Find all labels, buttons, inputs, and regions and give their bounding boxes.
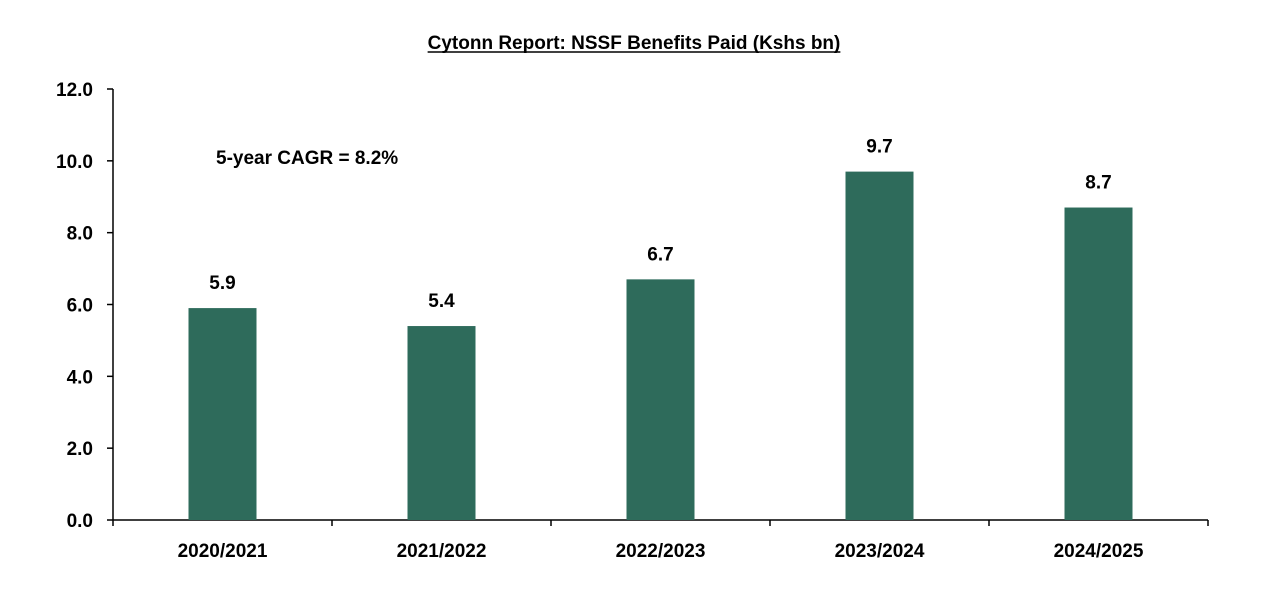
bars	[188, 171, 1133, 520]
bar-2020-2021	[188, 308, 257, 520]
data-labels: 5.9 5.4 6.7 9.7 8.7	[209, 137, 1111, 312]
x-tick-label: 2021/2022	[397, 541, 487, 562]
data-label: 5.9	[209, 273, 235, 294]
y-tick-label: 2.0	[67, 439, 93, 460]
cagr-annotation: 5-year CAGR = 8.2%	[216, 148, 398, 169]
x-axis: 2020/2021 2021/2022 2022/2023 2023/2024 2024…	[112, 519, 1209, 562]
data-label: 9.7	[866, 137, 892, 158]
y-tick-label: 4.0	[67, 367, 93, 388]
bar-2023-2024	[845, 171, 914, 520]
y-axis: 0.0 2.0 4.0 6.0 8.0 10.0 12.0	[56, 80, 114, 532]
bar-2021-2022	[407, 326, 476, 520]
y-tick-label: 10.0	[56, 152, 93, 173]
y-tick-label: 8.0	[67, 224, 93, 245]
x-tick-label: 2022/2023	[616, 541, 706, 562]
x-tick-label: 2024/2025	[1054, 541, 1144, 562]
data-label: 8.7	[1085, 173, 1111, 194]
y-tick-label: 6.0	[67, 296, 93, 317]
bar-2024-2025	[1064, 207, 1133, 520]
x-tick-label: 2020/2021	[178, 541, 268, 562]
chart-title: Cytonn Report: NSSF Benefits Paid (Kshs …	[428, 33, 841, 54]
y-tick-label: 12.0	[56, 80, 93, 101]
y-tick-label: 0.0	[67, 511, 93, 532]
bar-2022-2023	[626, 279, 695, 520]
data-label: 6.7	[647, 244, 673, 265]
data-label: 5.4	[428, 291, 455, 312]
x-tick-label: 2023/2024	[835, 541, 925, 562]
